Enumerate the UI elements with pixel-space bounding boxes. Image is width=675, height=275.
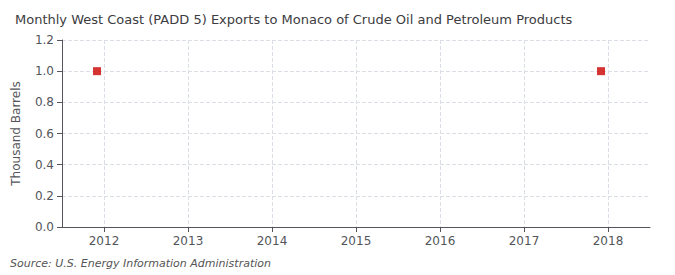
svg-text:2015: 2015 xyxy=(341,234,372,248)
svg-text:Thousand Barrels: Thousand Barrels xyxy=(9,81,23,186)
svg-text:2017: 2017 xyxy=(509,234,540,248)
svg-text:Source: U.S. Energy Informatio: Source: U.S. Energy Information Administ… xyxy=(10,257,271,270)
svg-text:0.4: 0.4 xyxy=(35,158,54,172)
svg-text:2013: 2013 xyxy=(173,234,204,248)
svg-text:2016: 2016 xyxy=(425,234,456,248)
svg-text:0.0: 0.0 xyxy=(35,220,54,234)
svg-text:2018: 2018 xyxy=(593,234,624,248)
svg-text:1.0: 1.0 xyxy=(35,64,54,78)
svg-text:Monthly West Coast (PADD 5) Ex: Monthly West Coast (PADD 5) Exports to M… xyxy=(15,12,573,27)
svg-text:0.8: 0.8 xyxy=(35,95,54,109)
svg-text:2012: 2012 xyxy=(89,234,120,248)
svg-text:0.2: 0.2 xyxy=(35,189,54,203)
svg-text:1.2: 1.2 xyxy=(35,33,54,47)
svg-text:2014: 2014 xyxy=(257,234,288,248)
svg-text:0.6: 0.6 xyxy=(35,127,54,141)
